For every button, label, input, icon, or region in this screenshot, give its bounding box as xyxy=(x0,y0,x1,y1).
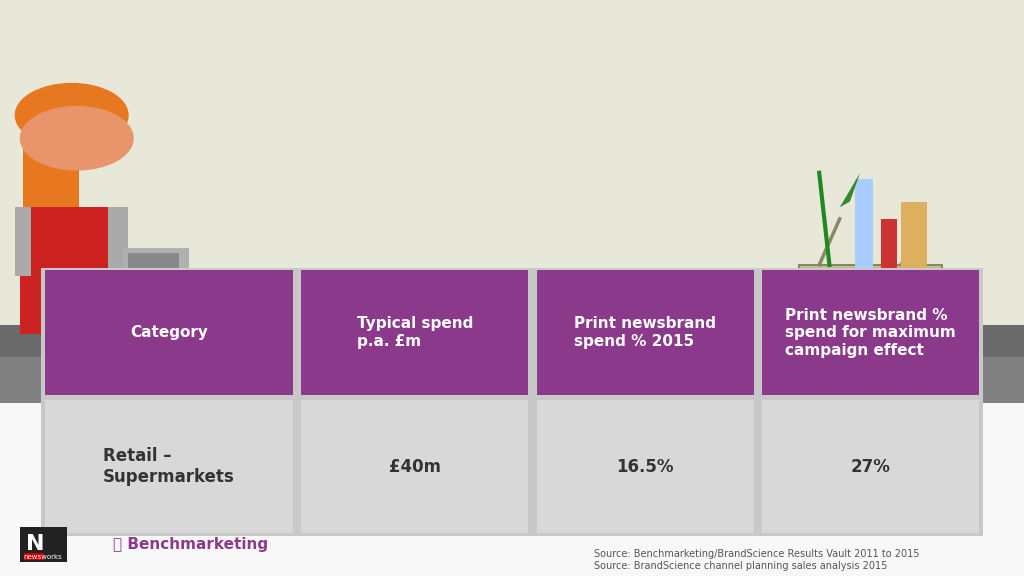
FancyBboxPatch shape xyxy=(762,270,979,395)
Text: 示 Benchmarketing: 示 Benchmarketing xyxy=(113,537,267,552)
Text: Retail –
Supermarkets: Retail – Supermarkets xyxy=(103,447,234,486)
Polygon shape xyxy=(840,173,860,207)
FancyBboxPatch shape xyxy=(123,248,189,288)
FancyBboxPatch shape xyxy=(0,334,1024,576)
FancyBboxPatch shape xyxy=(23,104,79,207)
FancyBboxPatch shape xyxy=(537,400,754,533)
FancyBboxPatch shape xyxy=(901,202,927,271)
FancyBboxPatch shape xyxy=(881,219,897,276)
Circle shape xyxy=(15,84,128,147)
Text: Source: Benchmarketing/BrandScience Results Vault 2011 to 2015: Source: Benchmarketing/BrandScience Resu… xyxy=(594,549,920,559)
FancyBboxPatch shape xyxy=(301,270,528,395)
Text: N: N xyxy=(26,535,44,554)
Text: Typical spend
p.a. £m: Typical spend p.a. £m xyxy=(356,316,473,349)
FancyBboxPatch shape xyxy=(41,268,983,536)
FancyBboxPatch shape xyxy=(20,527,67,562)
Text: £40m: £40m xyxy=(389,457,440,476)
Text: Category: Category xyxy=(130,325,208,340)
FancyBboxPatch shape xyxy=(128,253,179,276)
FancyBboxPatch shape xyxy=(762,400,979,533)
FancyBboxPatch shape xyxy=(0,0,1024,334)
FancyBboxPatch shape xyxy=(0,357,1024,403)
Text: newsworks: newsworks xyxy=(24,554,62,560)
FancyBboxPatch shape xyxy=(855,179,873,271)
FancyBboxPatch shape xyxy=(20,219,123,334)
Text: Source: BrandScience channel planning sales analysis 2015: Source: BrandScience channel planning sa… xyxy=(594,560,887,571)
FancyBboxPatch shape xyxy=(45,270,293,395)
FancyBboxPatch shape xyxy=(45,400,293,533)
Circle shape xyxy=(20,107,133,170)
Text: 16.5%: 16.5% xyxy=(616,457,674,476)
Text: Print newsbrand %
spend for maximum
campaign effect: Print newsbrand % spend for maximum camp… xyxy=(785,308,955,358)
FancyBboxPatch shape xyxy=(113,288,205,325)
Text: Print newsbrand
spend % 2015: Print newsbrand spend % 2015 xyxy=(574,316,716,349)
FancyBboxPatch shape xyxy=(301,400,528,533)
FancyBboxPatch shape xyxy=(0,325,1024,357)
FancyBboxPatch shape xyxy=(15,207,128,276)
FancyBboxPatch shape xyxy=(537,270,754,395)
Text: 27%: 27% xyxy=(851,457,890,476)
FancyBboxPatch shape xyxy=(31,207,108,288)
FancyBboxPatch shape xyxy=(24,553,44,560)
FancyBboxPatch shape xyxy=(799,265,942,334)
